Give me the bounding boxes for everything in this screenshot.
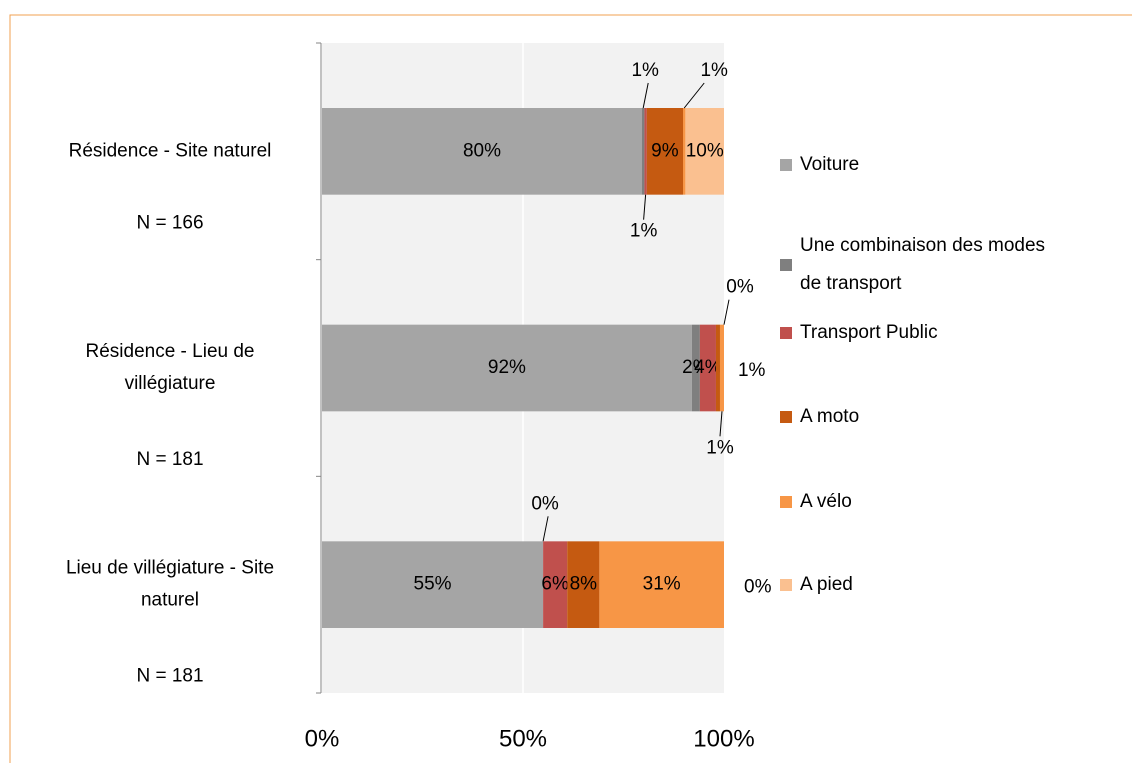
data-label: 9% [651, 140, 679, 161]
data-label: 31% [643, 574, 681, 595]
data-label: 1% [706, 437, 734, 458]
legend-swatch [780, 159, 792, 171]
leader-line [719, 411, 723, 437]
bar-segment [641, 108, 645, 195]
data-label: 92% [488, 357, 526, 378]
legend-label: A vélo [800, 491, 852, 512]
frame [9, 14, 1132, 763]
sample-size: N = 181 [136, 666, 203, 687]
x-tick-label: 100% [693, 725, 754, 752]
legend-label: Une combinaison des modes de transport [800, 235, 1045, 294]
data-label: 1% [738, 360, 766, 381]
bar-segment [715, 324, 720, 412]
leader-line [542, 516, 549, 542]
data-label: 1% [631, 60, 659, 81]
legend-swatch [780, 579, 792, 591]
bar-segment [682, 108, 686, 195]
bar-segment [322, 108, 642, 195]
leader-line [683, 82, 705, 109]
legend-swatch [780, 327, 792, 339]
bar-segment [646, 108, 683, 195]
category-label: Lieu de villégiature - Site naturel [66, 558, 274, 611]
bar-segment [322, 324, 692, 412]
data-label: 0% [726, 277, 754, 298]
category-label: Résidence - Site naturel [69, 140, 272, 161]
x-tick-label: 0% [305, 725, 340, 752]
data-label: 80% [463, 140, 501, 161]
data-label: 1% [700, 60, 728, 81]
data-label: 0% [744, 577, 772, 598]
legend-label: Voiture [800, 154, 859, 175]
data-label: 6% [541, 574, 569, 595]
sample-size: N = 166 [136, 212, 203, 233]
bar-segment [567, 541, 600, 628]
category-label: Résidence - Lieu de villégiature [86, 341, 255, 394]
leader-line [643, 194, 647, 220]
data-label: 1% [630, 221, 658, 242]
x-tick-label: 50% [499, 725, 547, 752]
bar-segment [719, 324, 724, 412]
bar-segment [543, 541, 568, 628]
legend-label: A moto [800, 406, 859, 427]
data-label: 0% [531, 493, 559, 514]
bar-segment [685, 108, 724, 195]
data-label: 10% [686, 140, 724, 161]
data-label: 4% [694, 357, 722, 378]
data-label: 8% [570, 574, 598, 595]
leader-line [723, 299, 730, 325]
bar-segment [322, 541, 544, 628]
legend-swatch [780, 259, 792, 271]
bar-segment [644, 108, 647, 195]
legend-swatch [780, 411, 792, 423]
bar-segment [599, 541, 724, 628]
legend-label: Transport Public [800, 322, 938, 343]
legend-label: A pied [800, 574, 853, 595]
bar-segment [691, 324, 700, 412]
legend-swatch [780, 496, 792, 508]
sample-size: N = 181 [136, 449, 203, 470]
leader-line [642, 82, 649, 109]
data-label: 55% [414, 574, 452, 595]
bar-segment [699, 324, 716, 412]
